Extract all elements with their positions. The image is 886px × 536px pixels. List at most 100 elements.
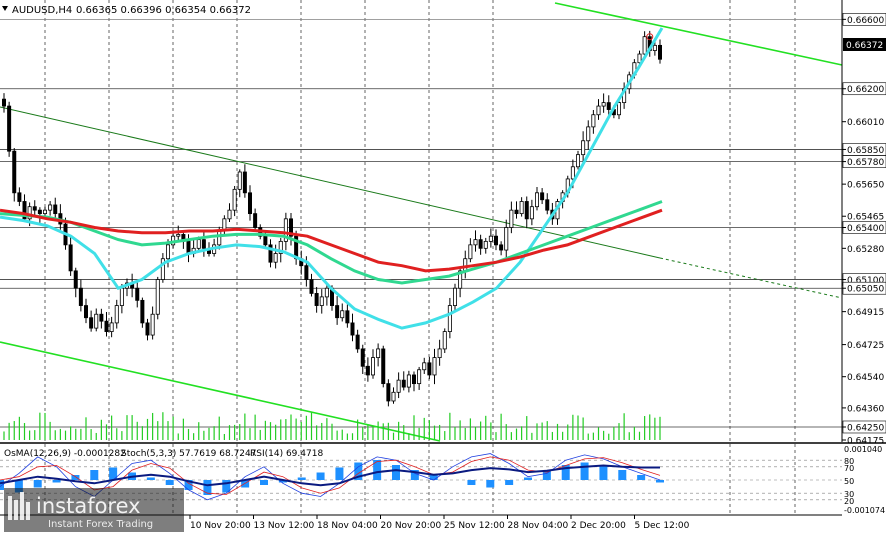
time-tick-label: 20 Nov 20:00 (381, 521, 442, 531)
indicator-header: OsMA(12,26,9) -0.0001282 Stoch(5,3,3) 57… (4, 449, 323, 459)
candle-body (468, 244, 473, 260)
candle-body (652, 44, 657, 51)
moving-average-line (0, 208, 663, 273)
candle-body (617, 102, 622, 116)
osma-bar (316, 472, 325, 480)
time-tick-label: 28 Nov 04:00 (508, 521, 569, 531)
watermark: instaforex Instant Forex Trading (4, 488, 184, 532)
osma-bar (410, 470, 419, 480)
candle-body (637, 53, 642, 64)
candle-body (309, 279, 314, 294)
candle-body (27, 206, 32, 220)
upper-trendline (554, 2, 843, 66)
candle-body (417, 369, 422, 385)
time-axis-labels: 10 Nov 20:00 13 Nov 12:00 18 Nov 04:00 20 N… (189, 515, 690, 531)
candle-body (427, 362, 432, 376)
osma-bar (71, 475, 80, 480)
candle-body (509, 209, 514, 228)
candle-body (145, 322, 150, 336)
candle-body (432, 357, 437, 376)
osma-bar (184, 480, 193, 490)
candle-body (263, 235, 268, 246)
osma-bar (637, 475, 646, 480)
lower-trendline (0, 341, 441, 442)
candle-body (488, 235, 493, 242)
candle-body (478, 239, 483, 249)
ohlc-values: 0.66365 0.66396 0.66354 0.66372 (76, 5, 251, 16)
candle-body (68, 244, 73, 272)
osma-bar (542, 470, 551, 480)
candle-body (160, 258, 165, 280)
candle-body (89, 317, 94, 329)
candle-body (165, 244, 170, 260)
osma-bar (297, 477, 306, 480)
osma-bar (505, 480, 514, 485)
candle-body (345, 310, 350, 324)
osma-bar (14, 480, 23, 493)
time-tick-label: 5 Dec 12:00 (635, 521, 690, 531)
candle-body (401, 379, 406, 388)
candle-body (7, 105, 12, 152)
candle-body (504, 227, 509, 251)
candle-body (586, 126, 591, 142)
middle-trendline-ext (659, 257, 843, 299)
indicator-axis-label: 70 (844, 464, 854, 473)
watermark-tagline: Instant Forex Trading (48, 519, 153, 530)
osma-bar (146, 477, 155, 480)
candle-body (32, 206, 37, 211)
osma-bar (52, 480, 61, 483)
rsi-line (0, 464, 660, 487)
candle-body (242, 171, 247, 194)
osma-label: OsMA(12,26,9) -0.0001282 (4, 449, 126, 459)
candle-body (391, 391, 396, 402)
current-price-label: 0.66372 (846, 41, 883, 51)
candle-body (288, 218, 293, 237)
price-tick-label: 0.65465 (847, 213, 884, 223)
high-marker (646, 33, 654, 41)
price-tick-label: 0.64250 (847, 423, 884, 433)
candle-body (473, 239, 478, 246)
candle-body (247, 192, 252, 215)
candle-body (463, 258, 468, 272)
candle-body (381, 348, 386, 385)
candle-body (278, 240, 283, 254)
indicator-axis-label: 30 (844, 490, 854, 499)
candle-body (84, 305, 89, 319)
candle-body (73, 270, 78, 289)
candle-body (360, 348, 365, 367)
candle-body (535, 192, 540, 208)
candle-body (217, 230, 222, 246)
candle-body (576, 154, 581, 168)
candle-body (78, 287, 83, 306)
candle-body (304, 265, 309, 280)
price-tick-label: 0.64175 (847, 437, 884, 447)
osma-bar (580, 462, 589, 480)
candle-body (94, 313, 99, 329)
candle-body (529, 206, 534, 220)
stoch-label: Stoch(5,3,3) 57.7619 68.7247 (121, 449, 256, 459)
middle-trendline (0, 106, 661, 259)
candle-body (524, 201, 529, 220)
candle-body (519, 201, 524, 215)
candle-body (201, 239, 206, 249)
candle-body (591, 114, 596, 128)
candle-body (119, 287, 124, 306)
osma-bar (90, 470, 99, 480)
candle-body (186, 240, 191, 254)
osma-bar (486, 480, 495, 488)
candle-body (601, 102, 606, 107)
candle-body (545, 199, 550, 211)
candle-body (658, 44, 663, 60)
osma-bar (33, 480, 42, 488)
price-tick-label: 0.66600 (847, 16, 884, 26)
candle-body (2, 98, 7, 107)
moving-average-line (0, 200, 663, 285)
price-tick-label: 0.64915 (847, 308, 884, 318)
candle-body (53, 204, 58, 215)
candle-body (499, 244, 504, 251)
candle-body (370, 357, 375, 376)
osma-bar (241, 480, 250, 488)
price-tick-label: 0.65650 (847, 181, 884, 191)
candle-body (273, 253, 278, 263)
